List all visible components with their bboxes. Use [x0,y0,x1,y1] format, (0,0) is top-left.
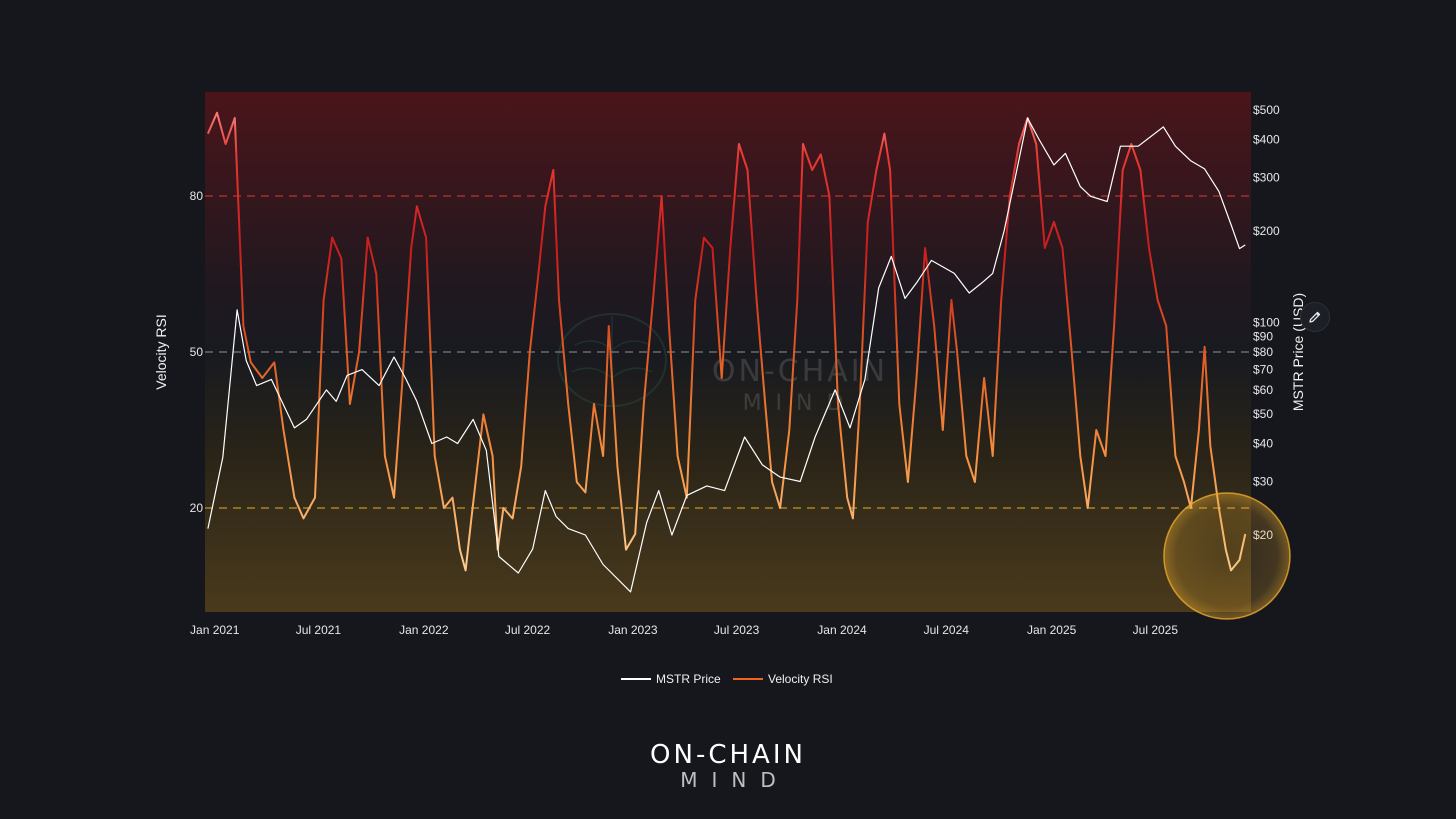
left-axis: 20 50 80 [190,189,204,515]
right-tick-30: $30 [1253,474,1273,488]
right-tick-400: $400 [1253,132,1280,146]
right-axis: $500 $400 $300 $200 $100$90 $80 $70 $60 $50 $40 $3… [1253,103,1280,542]
right-tick-70: $70 [1253,363,1273,377]
left-tick-20: 20 [190,501,204,515]
right-tick-90: $90 [1253,329,1273,343]
x-tick-jul-2023: Jul 2023 [714,623,760,637]
right-tick-200: $200 [1253,224,1280,238]
x-tick-jan-2024: Jan 2024 [817,623,867,637]
x-tick-jan-2021: Jan 2021 [190,623,240,637]
x-tick-jan-2025: Jan 2025 [1027,623,1077,637]
legend: MSTR Price Velocity RSI [621,672,833,686]
right-tick-80: $80 [1253,345,1273,359]
brand-subtitle: MIND [680,768,790,792]
brand-title: ON-CHAIN [650,740,806,770]
watermark-line1: ON-CHAIN [712,354,888,389]
left-tick-80: 80 [190,189,204,203]
legend-label-mstr-price: MSTR Price [656,672,721,686]
x-tick-jul-2021: Jul 2021 [296,623,342,637]
right-tick-500: $500 [1253,103,1280,117]
x-tick-jan-2022: Jan 2022 [399,623,449,637]
watermark-line2: MIND [743,391,858,416]
right-tick-50: $50 [1253,407,1273,421]
right-tick-60: $60 [1253,383,1273,397]
x-tick-jul-2025: Jul 2025 [1133,623,1179,637]
right-tick-40: $40 [1253,436,1273,450]
right-tick-300: $300 [1253,170,1280,184]
edit-button[interactable] [1300,302,1330,332]
plot-area [206,111,1247,593]
pencil-icon [1309,311,1321,323]
left-axis-title: Velocity RSI [153,314,169,389]
mstr-price-line [207,117,1246,593]
right-tick-100: $100 [1253,316,1280,330]
velocity-rsi-line [206,111,1247,572]
legend-item-velocity-rsi[interactable]: Velocity RSI [733,672,833,686]
x-axis: Jan 2021 Jul 2021 Jan 2022 Jul 2022 Jan 2023… [190,623,1178,637]
legend-label-velocity-rsi: Velocity RSI [768,672,833,686]
left-tick-50: 50 [190,345,204,359]
x-tick-jul-2022: Jul 2022 [505,623,551,637]
legend-item-mstr-price[interactable]: MSTR Price [621,672,721,686]
x-tick-jan-2023: Jan 2023 [608,623,658,637]
highlight-circle [1163,492,1291,620]
x-tick-jul-2024: Jul 2024 [924,623,970,637]
